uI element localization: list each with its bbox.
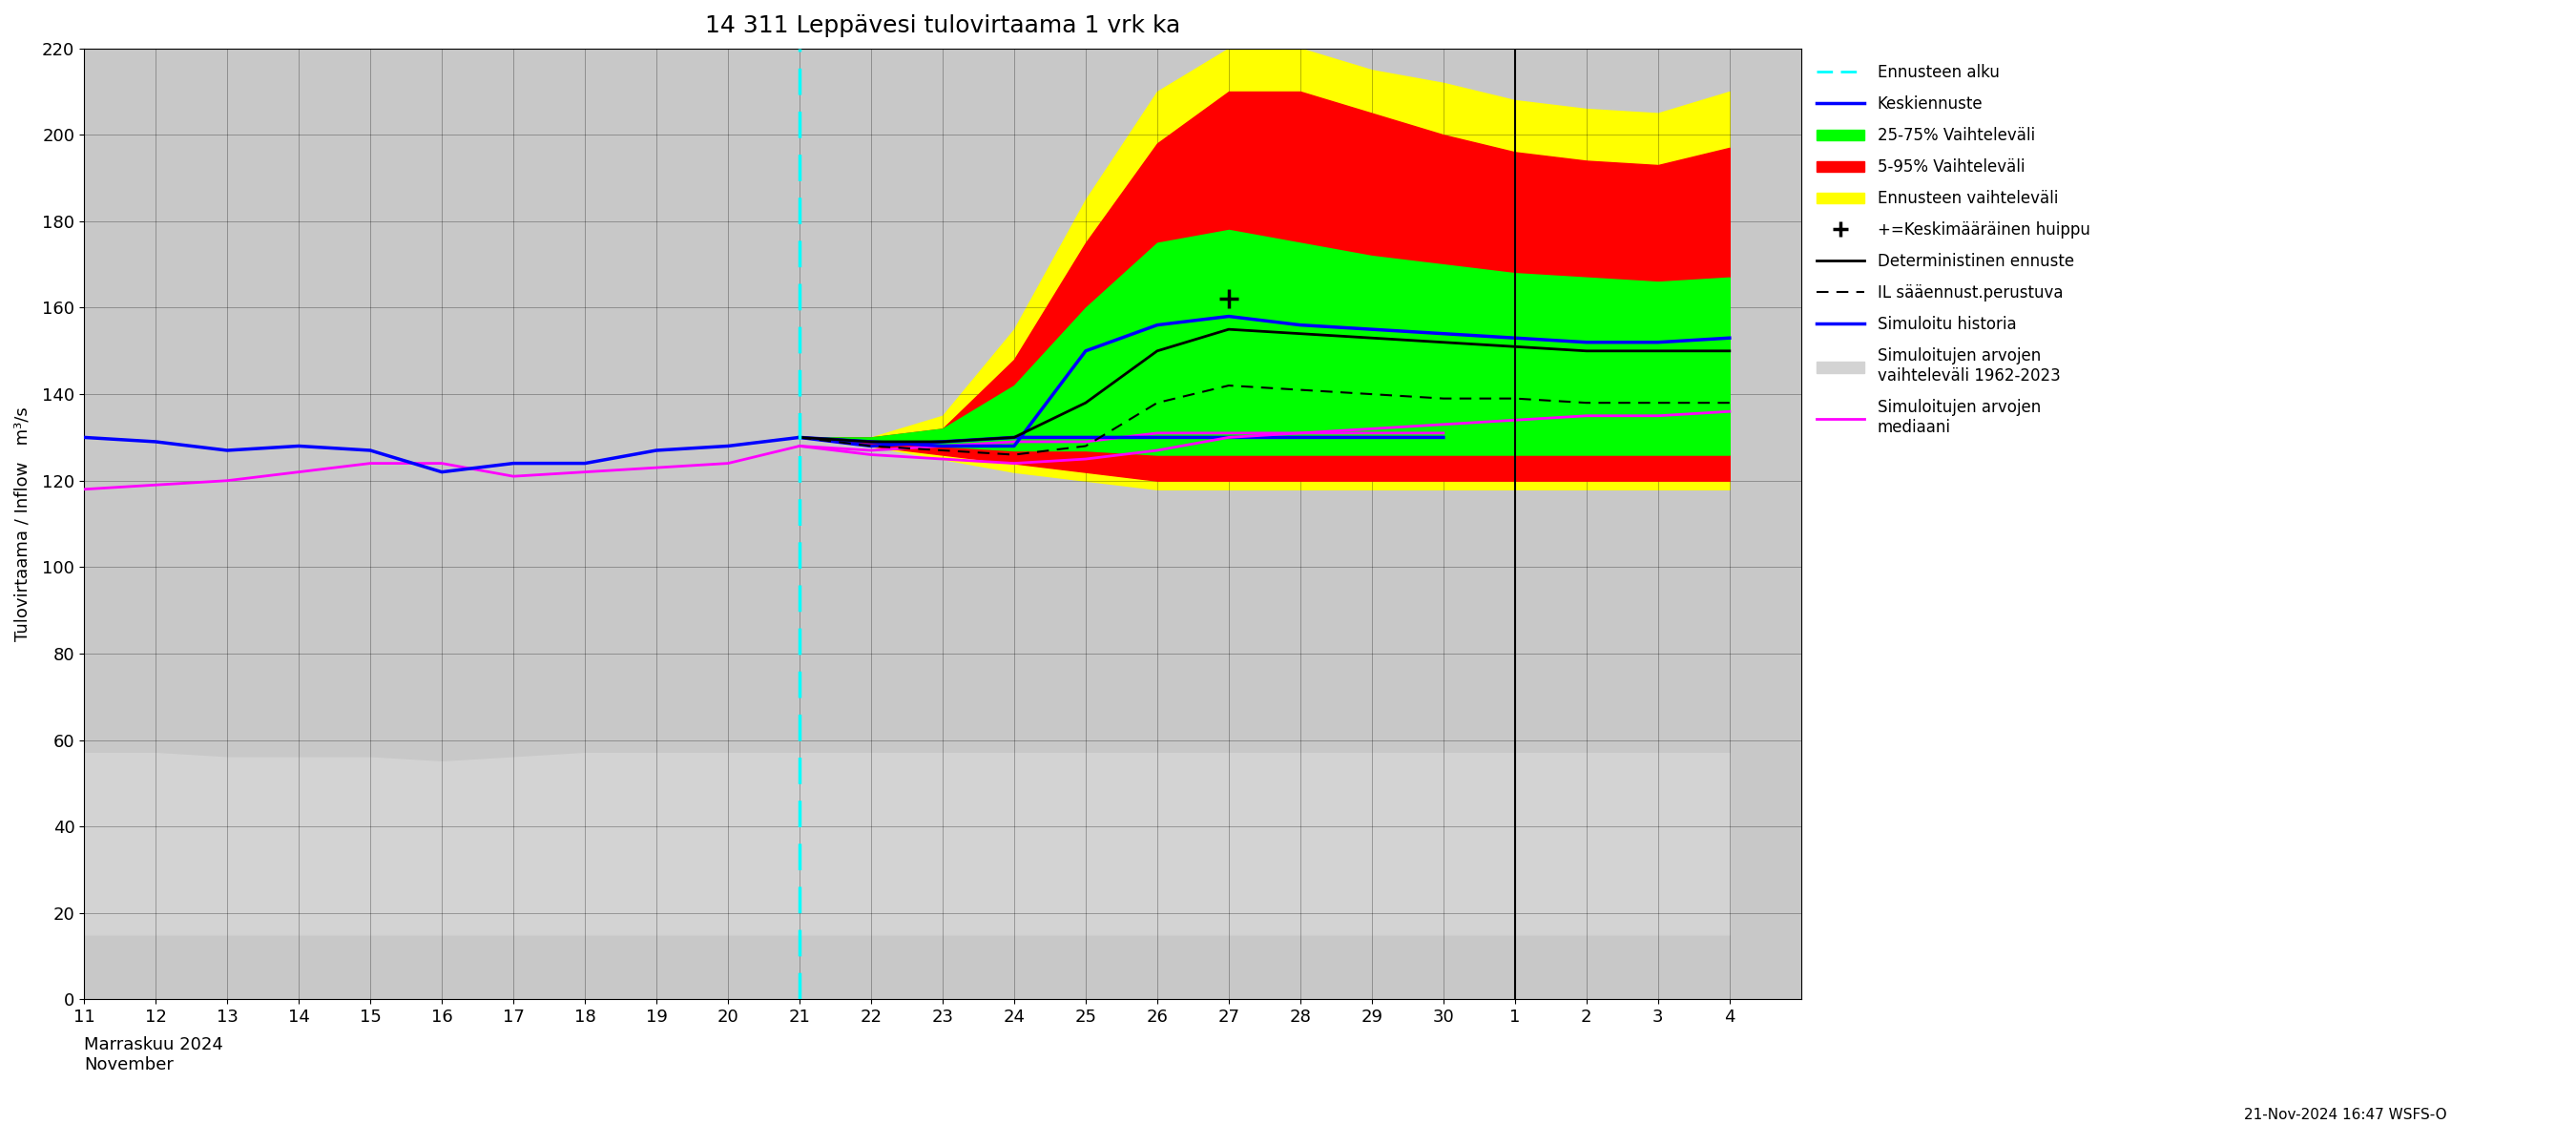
Text: 21-Nov-2024 16:47 WSFS-O: 21-Nov-2024 16:47 WSFS-O [2244, 1108, 2447, 1122]
X-axis label: Marraskuu 2024
November: Marraskuu 2024 November [85, 1036, 224, 1073]
Legend: Ennusteen alku, Keskiennuste, 25-75% Vaihteleväli, 5-95% Vaihteleväli, Ennusteen: Ennusteen alku, Keskiennuste, 25-75% Vai… [1808, 56, 2097, 444]
Title: 14 311 Leppävesi tulovirtaama 1 vrk ka: 14 311 Leppävesi tulovirtaama 1 vrk ka [706, 14, 1180, 37]
Y-axis label: Tulovirtaama / Inflow   m³/s: Tulovirtaama / Inflow m³/s [15, 406, 31, 641]
